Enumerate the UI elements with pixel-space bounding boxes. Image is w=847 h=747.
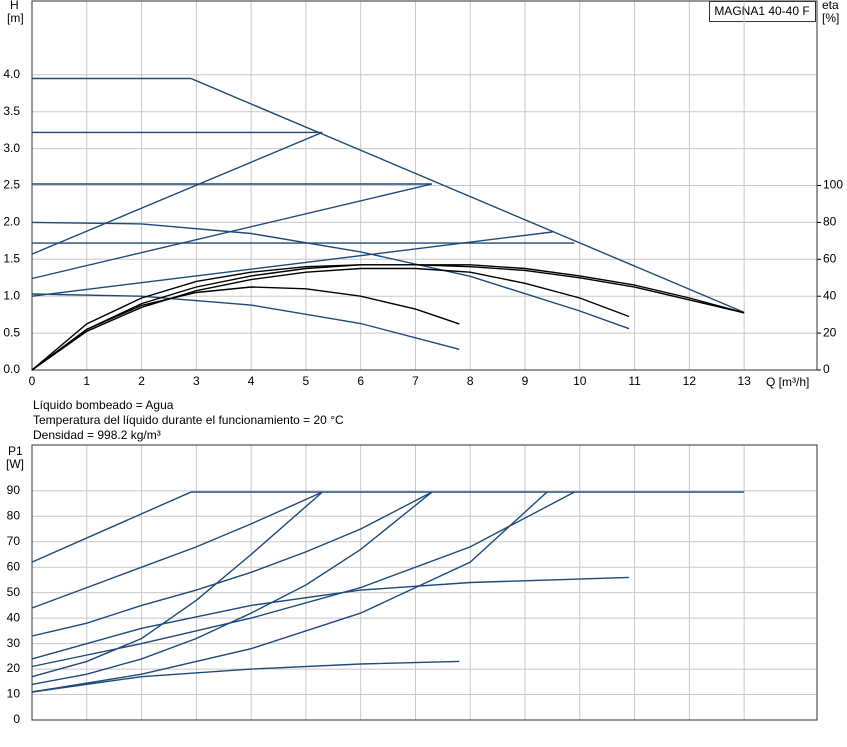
x-tick-label: 0 — [29, 374, 36, 388]
y-tick-label: 1.5 — [3, 251, 20, 265]
x-tick-label: 8 — [467, 374, 474, 388]
note: Temperatura del líquido durante el funci… — [33, 413, 344, 427]
y2-tick-label: 0 — [823, 362, 830, 376]
y-tick-label: 2.0 — [3, 215, 20, 229]
curve — [31, 131, 323, 255]
plot-frame — [31, 444, 818, 721]
y-tick-label: 80 — [7, 508, 21, 522]
y2-label: eta — [822, 0, 839, 12]
y-unit: [W] — [6, 457, 24, 471]
plot-frame — [31, 0, 818, 371]
y-tick-label: 60 — [7, 559, 21, 573]
curve — [31, 267, 630, 371]
annotation: MAGNA1 40-40 F — [714, 4, 809, 18]
y-label: P1 — [8, 444, 23, 458]
y-tick-label: 20 — [7, 661, 21, 675]
curve — [32, 77, 745, 314]
curve — [31, 231, 553, 297]
curve — [31, 660, 460, 693]
curve — [31, 264, 745, 371]
y-tick-label: 10 — [7, 687, 21, 701]
y2-tick-label: 40 — [823, 288, 837, 302]
y2-tick-label: 80 — [823, 215, 837, 229]
note: Densidad = 998.2 kg/m³ — [33, 428, 161, 442]
note: Líquido bombeado = Agua — [33, 398, 174, 412]
curve — [31, 293, 460, 350]
curve — [31, 264, 745, 371]
y-tick-label: 90 — [7, 483, 21, 497]
x-tick-label: 3 — [193, 374, 200, 388]
y2-tick-label: 60 — [823, 251, 837, 265]
curve — [31, 491, 548, 693]
y-tick-label: 0.0 — [3, 362, 20, 376]
y2-tick-label: 20 — [823, 325, 837, 339]
y-unit: [m] — [7, 11, 24, 25]
y2-tick-label: 100 — [823, 178, 843, 192]
x-tick-label: 11 — [628, 374, 641, 388]
curve — [31, 491, 433, 637]
y-tick-label: 2.5 — [3, 178, 20, 192]
curve — [31, 286, 460, 371]
x-label: Q [m³/h] — [766, 375, 809, 389]
y2-unit: [%] — [822, 11, 839, 25]
y-tick-label: 40 — [7, 610, 21, 624]
y-label: H — [10, 0, 19, 12]
x-tick-label: 5 — [303, 374, 310, 388]
curve — [31, 491, 323, 609]
y-tick-label: 50 — [7, 585, 21, 599]
x-tick-label: 9 — [522, 374, 529, 388]
y-tick-label: 1.0 — [3, 288, 20, 302]
x-tick-label: 13 — [737, 374, 751, 388]
curve — [31, 491, 575, 668]
x-tick-label: 10 — [573, 374, 587, 388]
x-tick-label: 1 — [83, 374, 90, 388]
curve — [31, 491, 323, 678]
x-tick-label: 12 — [683, 374, 697, 388]
y-tick-label: 30 — [7, 636, 21, 650]
x-tick-label: 4 — [248, 374, 255, 388]
curve — [31, 576, 630, 660]
x-tick-label: 7 — [412, 374, 419, 388]
y-tick-label: 3.5 — [3, 104, 20, 118]
curve — [31, 491, 745, 563]
x-tick-label: 2 — [138, 374, 145, 388]
y-tick-label: 70 — [7, 534, 21, 548]
y-tick-label: 4.0 — [3, 67, 20, 81]
y-tick-label: 3.0 — [3, 141, 20, 155]
x-tick-label: 6 — [357, 374, 364, 388]
y-tick-label: 0.5 — [3, 325, 20, 339]
curve — [31, 491, 433, 686]
y-tick-label: 0 — [13, 712, 20, 726]
curve — [31, 221, 630, 330]
